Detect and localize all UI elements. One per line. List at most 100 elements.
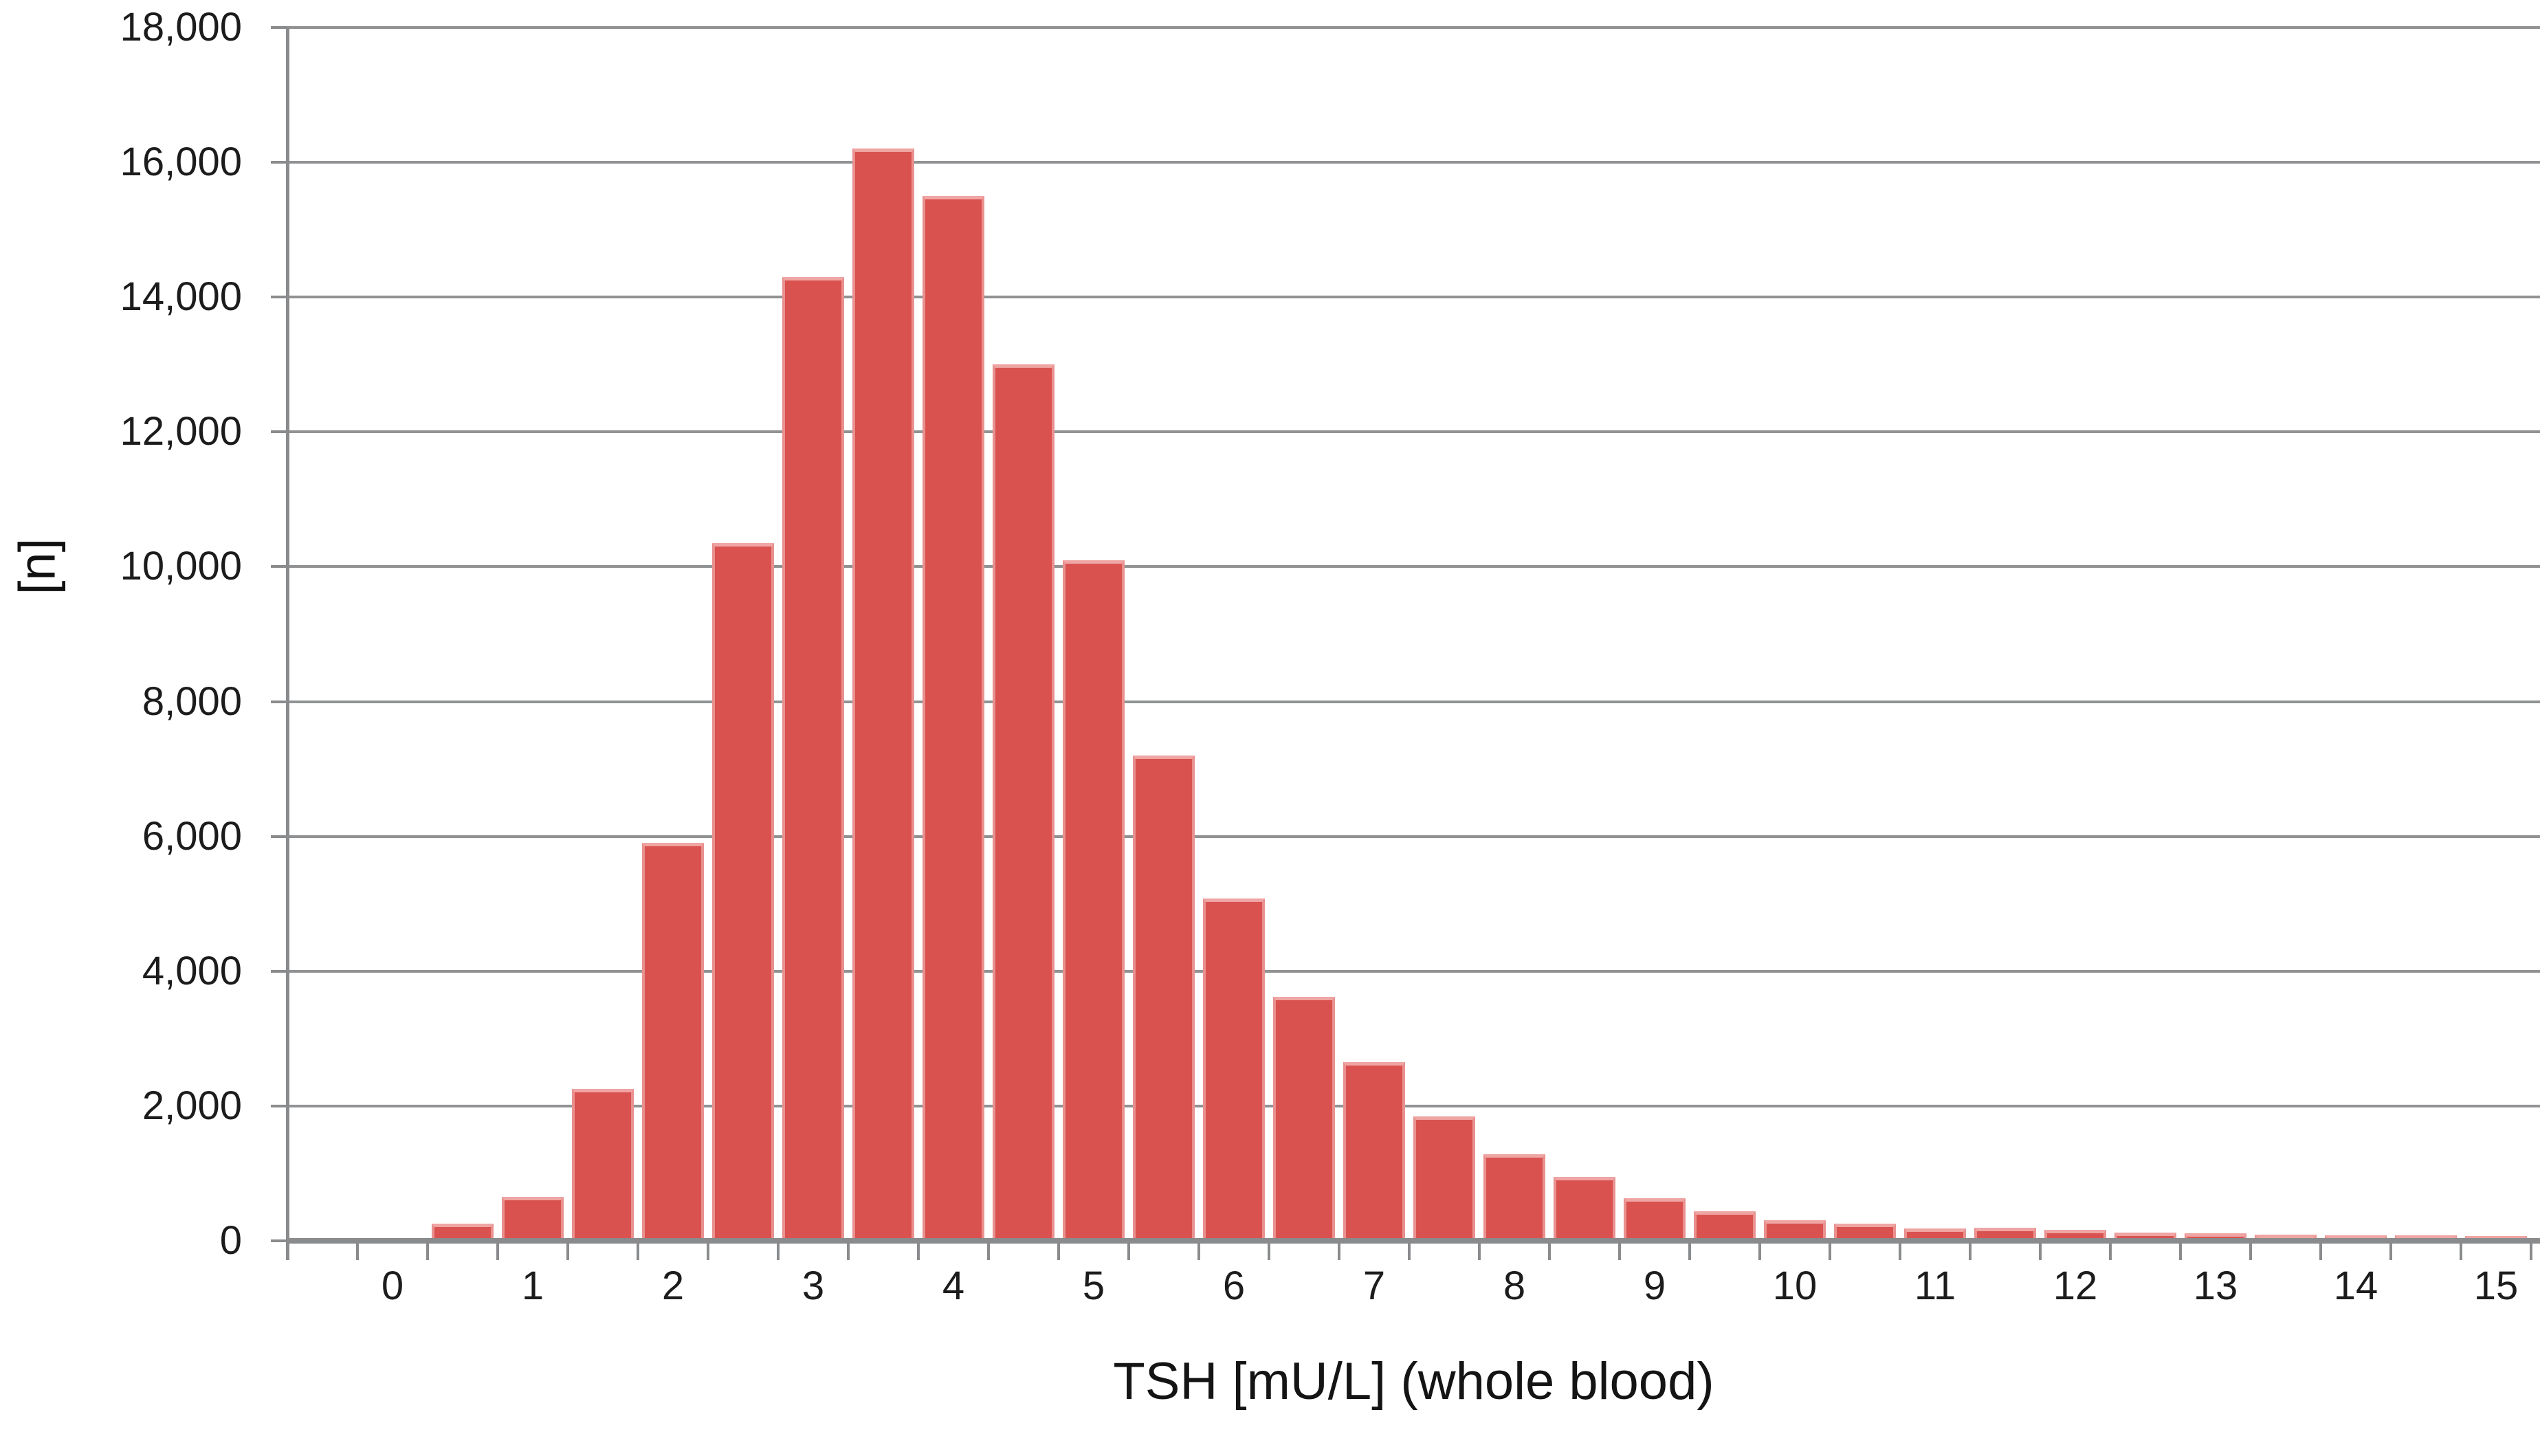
bar <box>1413 1116 1475 1241</box>
x-tick-label: 2 <box>661 1264 685 1308</box>
x-tick-mark <box>2249 1241 2252 1260</box>
x-tick-mark <box>496 1241 499 1260</box>
x-tick-mark <box>847 1241 850 1260</box>
bar <box>1554 1177 1615 1241</box>
bar <box>1834 1224 1896 1241</box>
x-tick-mark <box>1408 1241 1411 1260</box>
bar <box>2185 1233 2246 1241</box>
bar <box>712 543 774 1241</box>
y-tick-mark <box>271 1239 289 1242</box>
bar <box>852 148 914 1241</box>
y-tick-mark <box>271 969 289 973</box>
gridline <box>287 565 2540 569</box>
x-tick-mark <box>777 1241 780 1260</box>
x-tick-mark <box>1758 1241 1761 1260</box>
x-tick-mark <box>2389 1241 2392 1260</box>
x-tick-mark <box>2039 1241 2042 1260</box>
x-tick-label: 11 <box>1914 1264 1956 1308</box>
y-tick-mark <box>271 26 289 29</box>
y-tick-mark <box>271 161 289 164</box>
bar <box>1063 560 1125 1241</box>
x-tick-mark <box>637 1241 639 1260</box>
x-tick-mark <box>2319 1241 2322 1260</box>
y-tick-mark <box>271 1104 289 1107</box>
x-tick-mark <box>1688 1241 1691 1260</box>
bar <box>1273 997 1335 1241</box>
gridline <box>287 26 2540 29</box>
x-tick-mark <box>2530 1241 2532 1260</box>
x-tick-label: 6 <box>1222 1264 1246 1308</box>
x-tick-mark <box>707 1241 709 1260</box>
y-tick-label: 10,000 <box>120 544 242 589</box>
x-tick-mark <box>1197 1241 1200 1260</box>
bar <box>2255 1235 2317 1241</box>
y-tick-mark <box>271 565 289 569</box>
bar <box>923 196 984 1241</box>
bar <box>1694 1211 1756 1241</box>
y-tick-label: 14,000 <box>120 274 242 320</box>
x-tick-label: 15 <box>2473 1264 2519 1308</box>
x-tick-label: 12 <box>2053 1264 2098 1308</box>
bar <box>1343 1062 1405 1241</box>
x-tick-mark <box>1268 1241 1270 1260</box>
x-tick-mark <box>2179 1241 2182 1260</box>
x-tick-mark <box>1899 1241 1901 1260</box>
x-tick-mark <box>917 1241 920 1260</box>
bar <box>1974 1228 2036 1241</box>
x-tick-mark <box>1829 1241 1831 1260</box>
bar <box>1764 1220 1826 1241</box>
bar <box>502 1197 564 1241</box>
y-tick-mark <box>271 700 289 703</box>
x-tick-label: 1 <box>521 1264 544 1308</box>
x-tick-mark <box>1969 1241 1972 1260</box>
y-axis-line <box>286 27 289 1260</box>
y-tick-mark <box>271 296 289 299</box>
x-tick-mark <box>1548 1241 1551 1260</box>
bar <box>642 843 704 1241</box>
x-tick-label: 10 <box>1772 1264 1818 1308</box>
x-tick-label: 3 <box>802 1264 825 1308</box>
x-tick-mark <box>1618 1241 1621 1260</box>
y-tick-mark <box>271 430 289 434</box>
gridline <box>287 969 2540 973</box>
x-tick-label: 5 <box>1082 1264 1105 1308</box>
x-tick-label: 7 <box>1362 1264 1386 1308</box>
bar <box>1624 1198 1686 1241</box>
x-tick-mark <box>1478 1241 1481 1260</box>
x-tick-label: 4 <box>942 1264 965 1308</box>
gridline <box>287 700 2540 703</box>
plot-area <box>286 26 2540 1260</box>
x-tick-mark <box>2109 1241 2112 1260</box>
bar <box>782 277 844 1241</box>
gridline <box>287 835 2540 838</box>
x-tick-mark <box>1127 1241 1130 1260</box>
x-tick-label: 8 <box>1503 1264 1526 1308</box>
y-tick-label: 8,000 <box>142 679 242 724</box>
y-tick-label: 6,000 <box>142 813 242 859</box>
x-tick-label: 14 <box>2333 1264 2378 1308</box>
x-tick-mark <box>1338 1241 1340 1260</box>
y-tick-label: 0 <box>219 1218 242 1263</box>
bar <box>1483 1154 1545 1241</box>
x-tick-mark <box>566 1241 569 1260</box>
x-tick-mark <box>1057 1241 1060 1260</box>
y-tick-label: 16,000 <box>120 140 242 185</box>
bar <box>1203 898 1265 1241</box>
gridline <box>287 161 2540 164</box>
x-tick-mark <box>356 1241 359 1260</box>
bar <box>572 1089 634 1241</box>
y-tick-label: 2,000 <box>142 1083 242 1128</box>
x-tick-mark <box>426 1241 429 1260</box>
x-tick-label: 0 <box>381 1264 404 1308</box>
bar <box>993 364 1054 1241</box>
bar <box>432 1224 494 1241</box>
gridline <box>287 296 2540 299</box>
gridline <box>287 430 2540 434</box>
y-tick-label: 12,000 <box>120 409 242 454</box>
y-tick-label: 18,000 <box>120 5 242 49</box>
y-tick-mark <box>271 835 289 838</box>
bar <box>1904 1228 1966 1241</box>
gridline <box>287 1104 2540 1107</box>
y-tick-label: 4,000 <box>142 948 242 993</box>
